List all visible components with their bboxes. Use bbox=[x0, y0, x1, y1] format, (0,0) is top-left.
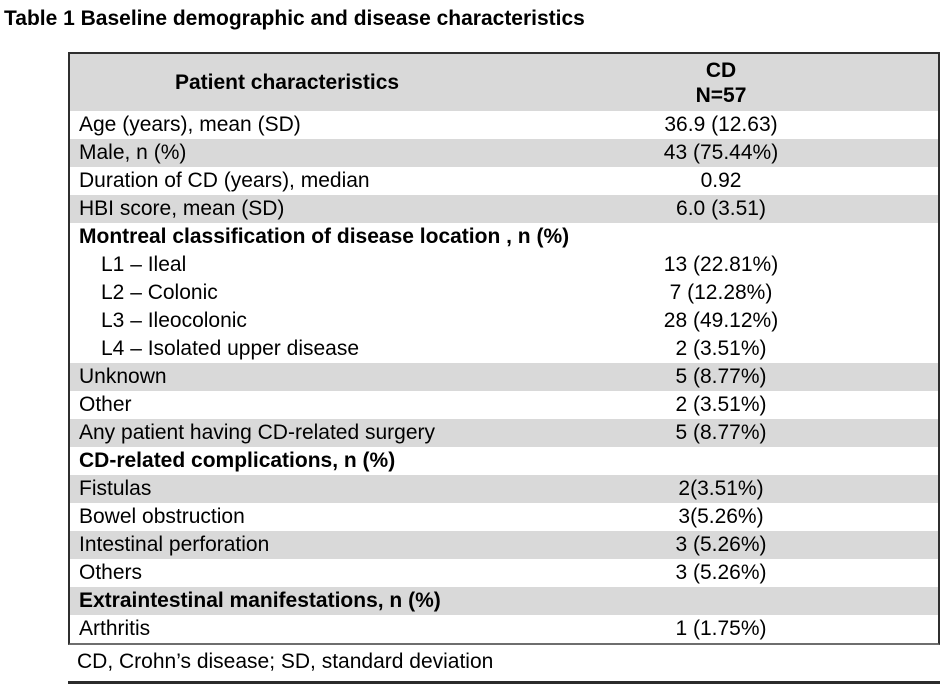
row-label: Any patient having CD-related surgery bbox=[79, 421, 436, 444]
table-row: Montreal classification of disease locat… bbox=[70, 223, 938, 251]
row-value bbox=[504, 447, 938, 475]
table-row: Unknown 5 (8.77%) bbox=[70, 363, 938, 391]
row-value: 2(3.51%) bbox=[678, 477, 764, 500]
table-row: CD-related complications, n (%) bbox=[70, 447, 938, 475]
row-value: 0.92 bbox=[700, 169, 742, 192]
table-row: L2 – Colonic 7 (12.28%) bbox=[70, 279, 938, 307]
row-label: L1 – Ileal bbox=[101, 253, 187, 276]
row-value: 5 (8.77%) bbox=[675, 421, 767, 444]
header-cd-line2: N=57 bbox=[695, 83, 747, 107]
table-row: L1 – Ileal 13 (22.81%) bbox=[70, 251, 938, 279]
row-label: Age (years), mean (SD) bbox=[79, 113, 301, 136]
row-label: L3 – Ileocolonic bbox=[101, 309, 247, 332]
row-value: 1 (1.75%) bbox=[675, 617, 767, 640]
baseline-characteristics-table: Patient characteristics CD N=57 Age (yea… bbox=[68, 52, 940, 684]
row-value: 13 (22.81%) bbox=[663, 253, 779, 276]
row-label: L2 – Colonic bbox=[101, 281, 218, 304]
row-value bbox=[504, 587, 938, 615]
row-label: Intestinal perforation bbox=[79, 533, 270, 556]
table-footnote: CD, Crohn’s disease; SD, standard deviat… bbox=[68, 645, 940, 684]
table-row: Other 2 (3.51%) bbox=[70, 391, 938, 419]
row-label: Extraintestinal manifestations, n (%) bbox=[79, 589, 441, 612]
row-label: Unknown bbox=[79, 365, 167, 388]
row-label: L4 – Isolated upper disease bbox=[101, 337, 360, 360]
row-label: Male, n (%) bbox=[79, 141, 187, 164]
row-label: Duration of CD (years), median bbox=[79, 169, 370, 192]
header-patient-characteristics: Patient characteristics bbox=[174, 70, 400, 94]
row-label: HBI score, mean (SD) bbox=[79, 197, 285, 220]
row-value: 3 (5.26%) bbox=[675, 533, 767, 556]
row-value: 6.0 (3.51) bbox=[676, 197, 766, 220]
table-row: Any patient having CD-related surgery 5 (… bbox=[70, 419, 938, 447]
row-label: Bowel obstruction bbox=[79, 505, 245, 528]
row-label: Montreal classification of disease locat… bbox=[79, 225, 570, 248]
table-row: Others 3 (5.26%) bbox=[70, 559, 938, 587]
row-value: 3 (5.26%) bbox=[675, 561, 767, 584]
row-label: Others bbox=[79, 561, 143, 584]
row-label: Other bbox=[79, 393, 132, 416]
table-row: L4 – Isolated upper disease 2 (3.51%) bbox=[70, 335, 938, 363]
row-value: 43 (75.44%) bbox=[663, 141, 779, 164]
table-header-row: Patient characteristics CD N=57 bbox=[70, 54, 938, 111]
row-value: 2 (3.51%) bbox=[675, 337, 767, 360]
table-row: Fistulas 2(3.51%) bbox=[70, 475, 938, 503]
row-value bbox=[504, 223, 938, 251]
row-value: 3(5.26%) bbox=[678, 505, 764, 528]
table-row: Intestinal perforation 3 (5.26%) bbox=[70, 531, 938, 559]
row-value: 28 (49.12%) bbox=[663, 309, 779, 332]
table-row: Extraintestinal manifestations, n (%) bbox=[70, 587, 938, 615]
header-cd-line1: CD bbox=[705, 58, 737, 82]
row-value: 36.9 (12.63) bbox=[664, 113, 778, 136]
row-value: 7 (12.28%) bbox=[669, 281, 773, 304]
table-box: Patient characteristics CD N=57 Age (yea… bbox=[68, 52, 940, 645]
table-body: Age (years), mean (SD) 36.9 (12.63) Male, … bbox=[70, 111, 938, 643]
table-row: HBI score, mean (SD) 6.0 (3.51) bbox=[70, 195, 938, 223]
table-row: Bowel obstruction 3(5.26%) bbox=[70, 503, 938, 531]
table-title: Table 1 Baseline demographic and disease… bbox=[4, 7, 585, 30]
row-label: Fistulas bbox=[79, 477, 152, 500]
table-row: Male, n (%) 43 (75.44%) bbox=[70, 139, 938, 167]
table-row: Arthritis 1 (1.75%) bbox=[70, 615, 938, 643]
table-row: Age (years), mean (SD) 36.9 (12.63) bbox=[70, 111, 938, 139]
row-value: 5 (8.77%) bbox=[675, 365, 767, 388]
table-row: L3 – Ileocolonic 28 (49.12%) bbox=[70, 307, 938, 335]
table-row: Duration of CD (years), median 0.92 bbox=[70, 167, 938, 195]
header-cd-column: CD N=57 bbox=[504, 54, 938, 111]
row-label: Arthritis bbox=[79, 617, 151, 640]
row-label: CD-related complications, n (%) bbox=[79, 449, 396, 472]
row-value: 2 (3.51%) bbox=[675, 393, 767, 416]
